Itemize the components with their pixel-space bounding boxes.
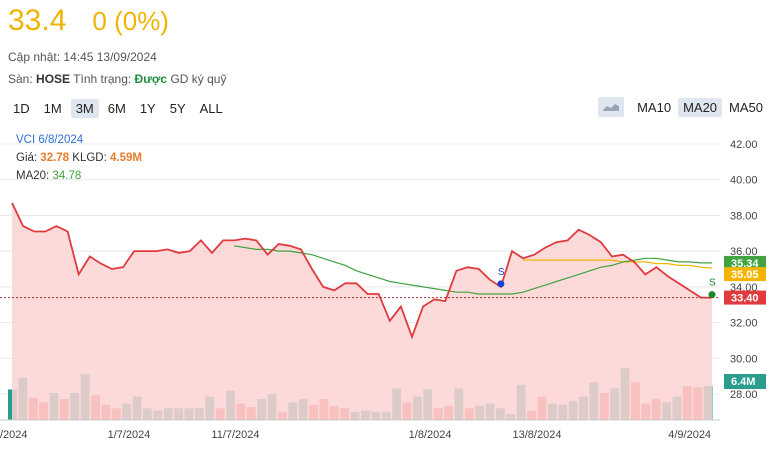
range-all[interactable]: ALL [199, 101, 223, 116]
volume-tag-bg [724, 374, 766, 389]
tooltip-price-value: 32.78 [40, 152, 70, 164]
y-tick-label: 42.00 [730, 139, 758, 151]
price-chart[interactable]: 42.0040.0038.0036.0034.0032.0030.0028.00… [0, 120, 774, 451]
signal-label: S [498, 267, 505, 278]
range-1y[interactable]: 1Y [139, 101, 156, 116]
signal-marker [708, 291, 716, 299]
status-label: Tình trạng: [73, 72, 132, 86]
ma-orange-tag-bg [724, 267, 766, 282]
x-tick-label: 4/9/2024 [668, 429, 711, 441]
updated-label: Cập nhật: [8, 50, 61, 64]
y-tick-label: 40.00 [730, 175, 758, 187]
ma20-value-tag: 35.34 [731, 258, 759, 270]
price-line [11, 202, 712, 340]
exchange-value: HOSE [36, 72, 71, 86]
price-value-tag: 33.40 [731, 293, 759, 305]
y-tick-label: 30.00 [730, 353, 758, 365]
price-header: 33.4 0 (0%) [8, 4, 169, 44]
ma20-value-tag-bg [724, 255, 766, 270]
exchange-info: Sàn: HOSE Tình trạng: Được GD ký quỹ [8, 72, 226, 86]
tooltip-ma-value: 34.78 [52, 170, 82, 182]
x-tick-label: /2024 [0, 429, 28, 441]
x-tick-label: 1/8/2024 [409, 429, 452, 441]
current-price: 33.4 [8, 4, 67, 37]
price-value-tag-bg [724, 290, 766, 305]
indicator-toolbar: MA10 MA20 MA50 [598, 97, 768, 117]
range-6m[interactable]: 6M [107, 101, 126, 116]
range-selector: 1D 1M 3M 6M 1Y 5Y ALL [8, 99, 232, 118]
ma20-button[interactable]: MA20 [678, 97, 723, 117]
tooltip-ma-label: MA20: [16, 170, 50, 182]
signal-label: S [709, 278, 716, 289]
ma-orange-value-tag: 35.05 [731, 269, 759, 281]
x-tick-label: 13/8/2024 [513, 429, 562, 441]
exchange-label: Sàn: [8, 72, 33, 86]
signal-marker [497, 280, 505, 288]
ma-orange-line [523, 259, 713, 269]
area-chart-icon[interactable] [598, 97, 625, 117]
tooltip-ma-line: MA20: 34.78 [16, 170, 81, 182]
range-3m[interactable]: 3M [70, 99, 99, 118]
range-5y[interactable]: 5Y [169, 101, 186, 116]
x-tick-label: 11/7/2024 [211, 429, 259, 441]
status-value: Được [134, 72, 168, 86]
ma50-button[interactable]: MA50 [729, 99, 763, 115]
y-tick-label: 28.00 [730, 389, 758, 401]
y-tick-label: 32.00 [730, 318, 758, 330]
volume-value-tag: 6.4M [731, 376, 755, 388]
price-area [12, 202, 712, 420]
update-info: Cập nhật: 14:45 13/09/2024 [8, 50, 157, 64]
y-tick-label: 38.00 [730, 210, 758, 222]
x-tick-label: 1/7/2024 [108, 429, 151, 441]
tooltip-price-label: Giá: [16, 152, 38, 164]
price-change: 0 (0%) [92, 6, 169, 36]
range-1m[interactable]: 1M [43, 101, 62, 116]
ma10-button[interactable]: MA10 [637, 99, 672, 115]
updated-value: 14:45 13/09/2024 [63, 50, 157, 64]
status-suffix: GD ký quỹ [170, 72, 227, 86]
tooltip-volume-label: KLGD: [72, 152, 107, 164]
tooltip-symbol-date: VCI 6/8/2024 [16, 134, 84, 146]
tooltip-price-line: Giá: 32.78 KLGD: 4.59M [16, 152, 142, 164]
range-1d[interactable]: 1D [13, 101, 30, 116]
tooltip-volume-value: 4.59M [110, 152, 142, 164]
y-tick-label: 36.00 [730, 246, 758, 258]
tooltip-title: VCI 6/8/2024 [16, 134, 83, 146]
